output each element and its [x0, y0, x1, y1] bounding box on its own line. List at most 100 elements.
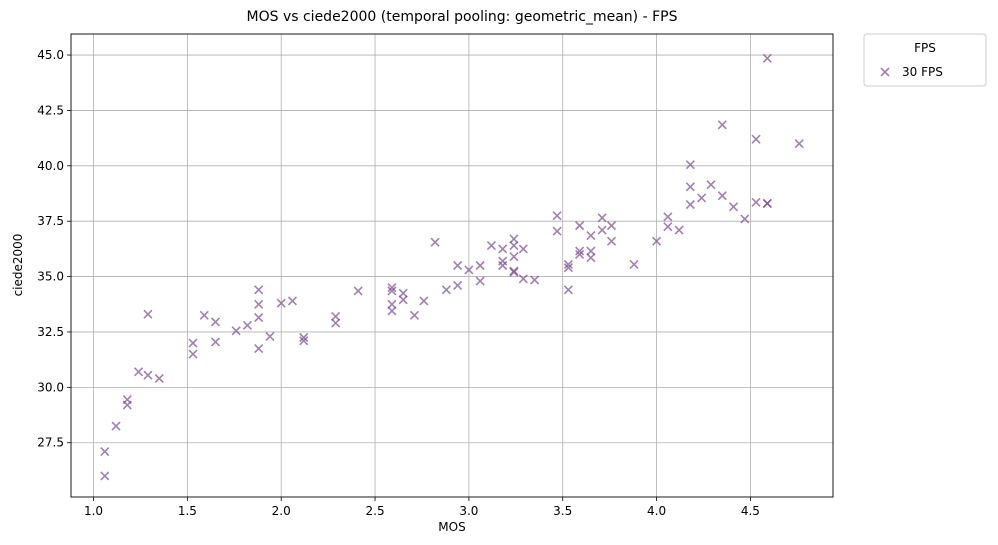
data-point — [210, 317, 221, 327]
x-axis-label: MOS — [438, 520, 465, 534]
x-tick-label: 2.5 — [366, 504, 385, 518]
chart-title: MOS vs ciede2000 (temporal pooling: geom… — [247, 9, 678, 25]
data-point — [575, 249, 585, 259]
data-point — [210, 337, 221, 347]
x-axis-ticks: 1.0 1.5 2.0 2.5 3.0 3.5 4.0 4.5 — [84, 497, 760, 518]
data-point — [134, 367, 144, 377]
data-point — [419, 296, 429, 306]
data-point — [154, 373, 164, 384]
data-point — [751, 134, 761, 144]
data-point — [143, 370, 153, 380]
data-point — [498, 244, 508, 254]
data-point — [331, 318, 341, 328]
data-point — [276, 298, 286, 308]
legend-box — [863, 33, 987, 87]
data-point — [398, 288, 408, 298]
data-point — [254, 312, 264, 323]
data-point — [586, 231, 596, 241]
data-point — [265, 331, 275, 341]
data-point — [498, 260, 508, 271]
data-point — [552, 211, 562, 221]
data-point — [728, 202, 739, 212]
data-points — [100, 53, 804, 481]
data-point — [794, 139, 804, 149]
data-point — [122, 400, 132, 410]
data-point — [353, 286, 363, 296]
data-point — [663, 222, 673, 232]
data-point — [652, 236, 662, 246]
data-point — [409, 310, 420, 320]
x-tick-label: 3.0 — [459, 504, 478, 518]
data-point — [254, 285, 264, 295]
data-point — [299, 332, 309, 343]
data-point — [563, 259, 573, 269]
data-point — [111, 421, 121, 431]
x-tick-label: 2.0 — [272, 504, 291, 518]
data-point — [552, 226, 562, 236]
data-point — [586, 246, 596, 256]
data-point — [685, 160, 695, 170]
x-tick-label: 1.0 — [84, 504, 103, 518]
grid-lines — [71, 34, 833, 497]
data-point — [575, 221, 585, 231]
y-tick-label: 37.5 — [37, 214, 64, 228]
data-point — [464, 265, 474, 275]
data-point — [518, 244, 528, 254]
data-point — [143, 309, 153, 319]
x-tick-label: 4.5 — [741, 504, 760, 518]
data-point — [254, 299, 264, 309]
data-point — [453, 260, 463, 271]
data-point — [575, 246, 585, 256]
data-point — [629, 259, 639, 269]
data-point — [441, 285, 451, 295]
data-point — [475, 276, 485, 286]
data-point — [717, 191, 727, 201]
data-point — [287, 296, 298, 306]
data-point — [685, 182, 695, 192]
data-point — [706, 180, 716, 190]
y-axis-label: ciede2000 — [11, 234, 25, 297]
data-point — [387, 299, 397, 309]
y-tick-label: 32.5 — [37, 325, 64, 339]
data-point — [188, 349, 198, 359]
data-point — [563, 285, 573, 295]
data-point — [387, 286, 397, 296]
legend-title: FPS — [914, 41, 936, 55]
data-point — [509, 252, 519, 262]
data-point — [762, 198, 772, 209]
legend-marker-x — [880, 67, 890, 77]
data-point — [498, 256, 508, 266]
data-point — [242, 320, 252, 330]
data-point — [762, 53, 772, 63]
data-point — [740, 214, 750, 224]
data-point — [563, 263, 573, 273]
data-point — [663, 212, 673, 222]
data-point — [188, 338, 198, 348]
data-point — [100, 447, 110, 457]
data-point — [697, 193, 707, 203]
data-point — [199, 310, 209, 320]
data-point — [606, 236, 617, 246]
y-axis-ticks: 27.5 30.0 32.5 35.0 37.5 40.0 42.5 45.0 — [37, 48, 71, 450]
data-point — [231, 326, 241, 336]
data-point — [387, 306, 397, 316]
data-point — [430, 237, 440, 247]
x-tick-label: 3.5 — [553, 504, 572, 518]
data-point — [486, 240, 496, 251]
legend-entry-label: 30 FPS — [902, 65, 943, 79]
data-point — [100, 471, 110, 481]
data-point — [597, 225, 607, 235]
data-point — [509, 267, 519, 277]
data-point — [475, 260, 485, 271]
y-tick-label: 42.5 — [37, 103, 64, 117]
x-tick-label: 1.5 — [178, 504, 197, 518]
data-point — [509, 240, 519, 251]
y-tick-label: 45.0 — [37, 48, 64, 62]
data-point — [685, 200, 695, 210]
data-point — [530, 275, 540, 285]
data-point — [751, 197, 761, 207]
y-tick-label: 35.0 — [37, 270, 64, 284]
plot-area-frame — [70, 33, 834, 498]
x-tick-label: 4.0 — [647, 504, 666, 518]
